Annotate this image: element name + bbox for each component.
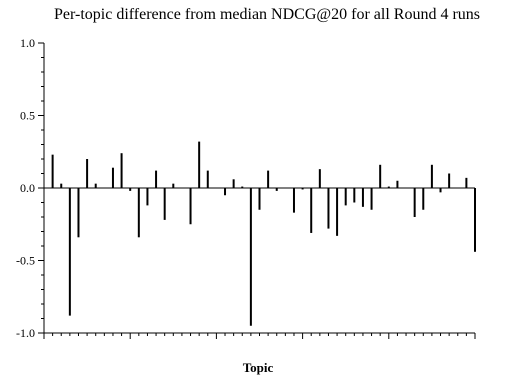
y-tick-label: -0.5 [16,254,35,268]
y-tick-label: -1.0 [16,326,35,340]
y-tick-label: 1.0 [20,36,35,50]
x-axis-label: Topic [243,360,274,375]
axis-ticks: 1.0 0.5 0.0 -0.5 -1.0 [16,36,476,340]
y-tick-label: 0.5 [20,109,35,123]
chart-title: Per-topic difference from median NDCG@20… [54,6,480,23]
y-tick-label: 0.0 [20,181,35,195]
bars [51,141,476,326]
